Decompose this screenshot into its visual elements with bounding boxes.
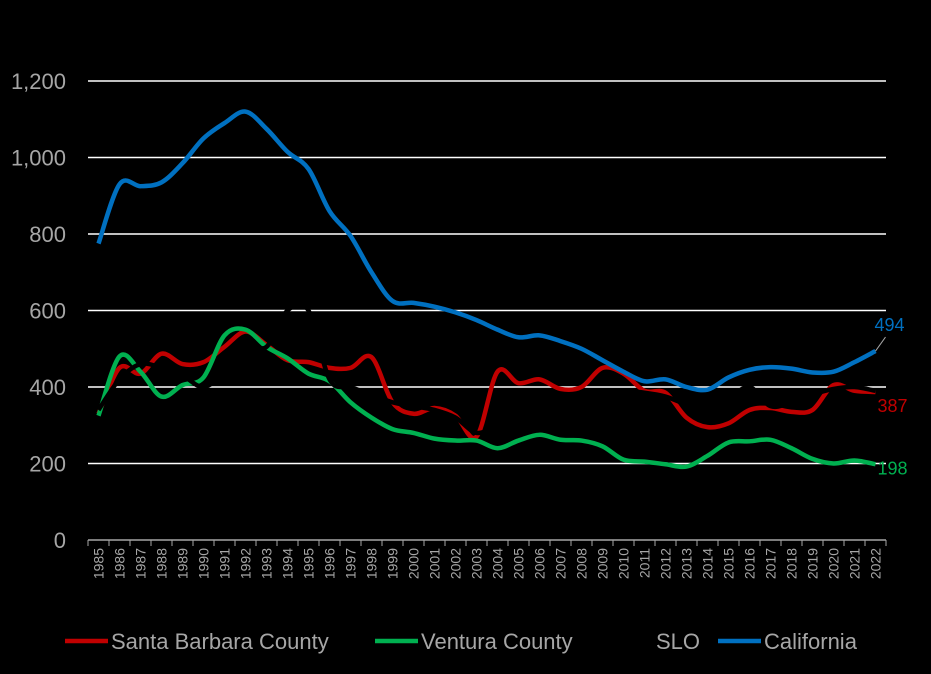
x-tick-label: 1987: [133, 548, 149, 579]
line-series: [96, 329, 876, 441]
x-tick-label: 2022: [868, 548, 884, 579]
x-tick-label: 2010: [616, 548, 632, 579]
x-tick-label: 2013: [679, 548, 695, 579]
x-tick-label: 2004: [490, 548, 506, 579]
x-tick-label: 1993: [259, 548, 275, 579]
legend-label: California: [764, 629, 858, 654]
data-label: 387: [878, 396, 908, 416]
x-tick-label: 2011: [637, 548, 653, 578]
legend-label: Santa Barbara County: [111, 629, 329, 654]
x-tick-label: 1989: [175, 548, 191, 579]
x-tick-label: 1997: [343, 548, 359, 579]
x-tick-label: 1992: [238, 548, 254, 579]
y-tick-label: 0: [54, 528, 66, 553]
x-tick-label: 2019: [805, 548, 821, 579]
x-tick-label: 2007: [553, 548, 569, 579]
x-tick-label: 1988: [154, 548, 170, 579]
x-tick-label: 2016: [742, 548, 758, 579]
x-tick-label: 2002: [448, 548, 464, 579]
legend-item: California: [718, 629, 858, 654]
x-tick-label: 2006: [532, 548, 548, 579]
x-tick-label: 1991: [217, 548, 233, 579]
legend-item: SLO: [610, 629, 700, 654]
x-tick-label: 1994: [280, 548, 296, 579]
legend-label: SLO: [656, 629, 700, 654]
y-tick-label: 800: [29, 222, 66, 247]
y-tick-label: 400: [29, 375, 66, 400]
x-tick-label: 2009: [595, 548, 611, 579]
x-tick-label: 2017: [763, 548, 779, 579]
y-tick-label: 600: [29, 299, 66, 324]
data-label: 198: [878, 458, 908, 478]
line-series: [96, 301, 876, 436]
legend-label: Ventura County: [421, 629, 573, 654]
data-label: 494: [874, 315, 904, 335]
x-tick-label: 1998: [364, 548, 380, 579]
x-tick-label: 1996: [322, 548, 338, 579]
y-tick-label: 1,000: [11, 146, 66, 171]
x-tick-label: 2012: [658, 548, 674, 579]
x-tick-label: 2001: [427, 548, 443, 579]
x-tick-label: 2008: [574, 548, 590, 579]
leader-line: [875, 336, 886, 352]
x-tick-label: 1986: [112, 548, 128, 579]
x-tick-label: 1995: [301, 548, 317, 579]
x-tick-label: 2015: [721, 548, 737, 579]
x-tick-label: 2021: [847, 548, 863, 579]
x-tick-label: 2003: [469, 548, 485, 579]
x-tick-label: 1990: [196, 548, 212, 579]
line-series: [96, 326, 876, 470]
x-tick-label: 2005: [511, 548, 527, 579]
x-tick-label: 2000: [406, 548, 422, 579]
x-tick-label: 1985: [91, 548, 107, 579]
legend-item: Santa Barbara County: [65, 629, 329, 654]
y-tick-label: 1,200: [11, 69, 66, 94]
x-tick-label: 2014: [700, 548, 716, 579]
x-tick-label: 2020: [826, 548, 842, 579]
x-tick-label: 2018: [784, 548, 800, 579]
legend-item: Ventura County: [375, 629, 573, 654]
y-tick-label: 200: [29, 452, 66, 477]
line-series: [96, 109, 877, 393]
x-tick-label: 1999: [385, 548, 401, 579]
